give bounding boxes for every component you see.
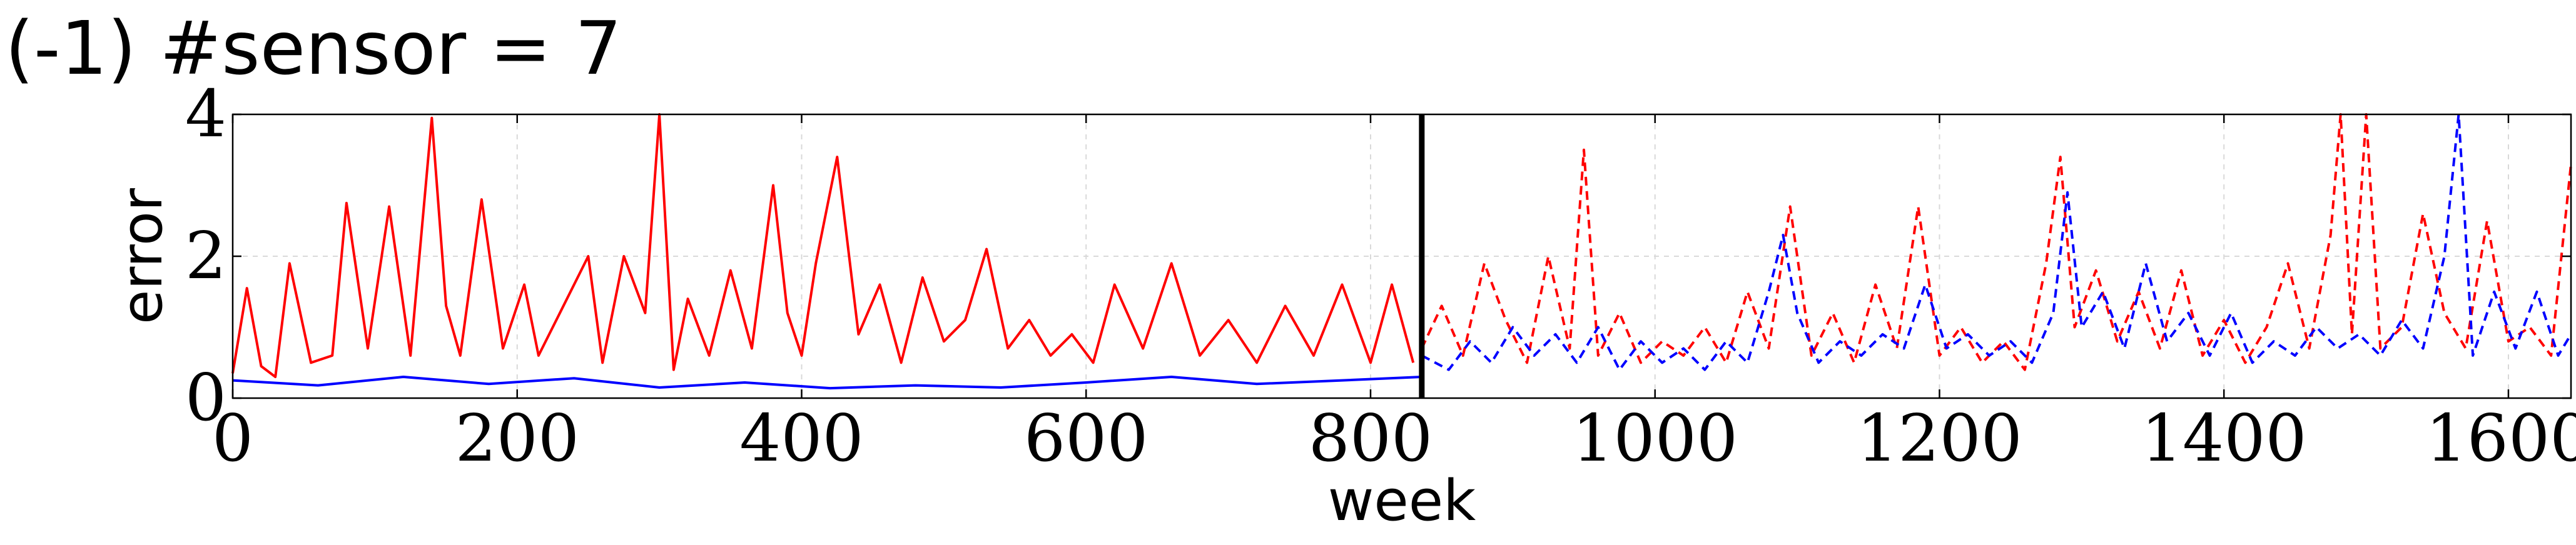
x-tick-label: 1600 (2426, 400, 2576, 476)
y-axis-label: error (109, 188, 175, 324)
x-tick-label: 400 (739, 400, 864, 476)
y-tick-label: 0 (185, 359, 226, 436)
x-tick-label: 1200 (1857, 400, 2022, 476)
series-line-2 (232, 376, 1422, 390)
series-line-1 (231, 113, 1415, 378)
y-tick-label: 2 (185, 218, 226, 294)
y-tick-label: 4 (185, 76, 226, 152)
x-tick-label: 800 (1309, 400, 1433, 476)
series-line-4 (1421, 113, 2572, 371)
x-tick-label: 1400 (2141, 400, 2307, 476)
x-tick-label: 200 (455, 400, 579, 476)
x-tick-label: 1000 (1572, 400, 1738, 476)
x-tick-label: 600 (1024, 400, 1149, 476)
plot-area (231, 113, 2572, 390)
x-tick-label: 0 (212, 400, 253, 476)
ticks: 0 200 400 600 800 1000 1200 1400 1600 0 2 4 (185, 76, 2576, 476)
x-axis-label: week (1328, 468, 1476, 534)
grid (232, 114, 2571, 399)
series-line-3 (1420, 113, 2572, 371)
chart-title: (-1) #sensor = 7 (5, 5, 622, 91)
